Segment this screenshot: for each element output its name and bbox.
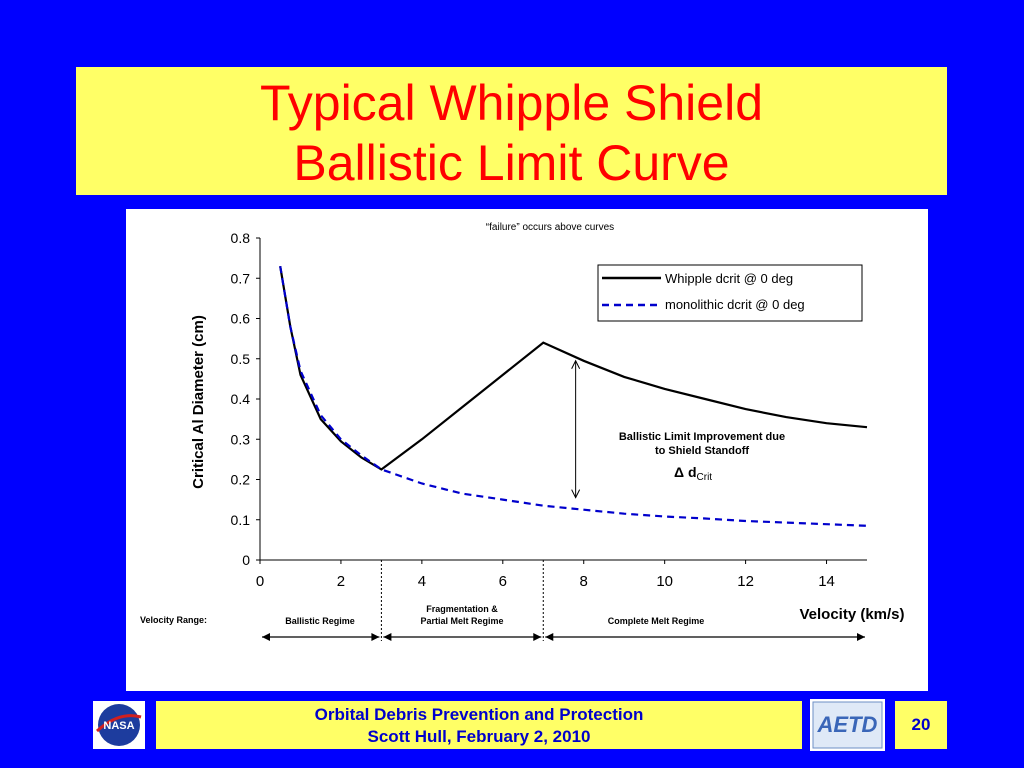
y-tick-label: 0.1 [231, 512, 251, 528]
regime-arrow-head-right [371, 633, 380, 641]
ballistic-limit-chart: “failure” occurs above curves Critical A… [140, 222, 905, 641]
y-tick-label: 0.6 [231, 311, 251, 327]
footer-caption: Orbital Debris Prevention and Protection… [156, 701, 802, 749]
chart-title: “failure” occurs above curves [486, 222, 614, 233]
regime-arrow-head-right [857, 633, 865, 641]
slide-title: Typical Whipple Shield Ballistic Limit C… [76, 67, 947, 195]
regime-arrow-head-left [262, 633, 270, 641]
nasa-logo-text: NASA [103, 720, 134, 732]
x-tick-label: 6 [499, 573, 507, 590]
chart-panel: “failure” occurs above curves Critical A… [126, 209, 928, 691]
annotation-delta-symbol: Δ d [674, 464, 697, 480]
annotation-arrow-head-bottom [571, 489, 581, 499]
footer-line1: Orbital Debris Prevention and Protection [314, 705, 644, 724]
aetd-logo: AETD [810, 699, 885, 751]
x-axis-label: Velocity (km/s) [799, 606, 904, 623]
legend-box [597, 264, 863, 322]
aetd-logo-icon: AETD [812, 701, 883, 749]
annotation-arrow-head-top [571, 359, 581, 369]
velocity-range-label: Velocity Range: [140, 615, 207, 625]
nasa-logo: NASA [93, 701, 145, 749]
slide-title-line1: Typical Whipple Shield [259, 75, 764, 131]
regime-complete-melt-label: Complete Melt Regime [608, 616, 705, 626]
x-tick-label: 0 [256, 573, 264, 590]
regime-arrow-head-left [383, 633, 392, 641]
legend-label-whipple: Whipple dcrit @ 0 deg [665, 271, 793, 286]
chart-dynamic-layer: 0 0.1 0.2 0.3 0.4 0.5 0.6 0.7 0.8 0 2 4 6 8 10 12 14 [231, 230, 868, 641]
series-whipple-line [279, 266, 868, 471]
page-number: 20 [895, 701, 947, 749]
x-tick-label: 8 [580, 573, 588, 590]
y-tick-label: 0.2 [231, 472, 251, 488]
legend-label-monolithic: monolithic dcrit @ 0 deg [665, 297, 805, 312]
annotation-delta: Δ dCrit [674, 464, 712, 483]
annotation-line1: Ballistic Limit Improvement due [619, 431, 785, 443]
y-tick-label: 0.7 [231, 270, 251, 286]
y-tick-label: 0.4 [231, 391, 251, 407]
x-tick-label: 14 [818, 573, 835, 590]
regime-arrow-head-right [533, 633, 542, 641]
footer-line2: Scott Hull, February 2, 2010 [367, 727, 591, 746]
y-axis-label: Critical Al Diameter (cm) [190, 315, 207, 489]
regime-partial-melt-label: Partial Melt Regime [420, 616, 503, 626]
y-tick-label: 0 [242, 552, 250, 568]
aetd-logo-text: AETD [817, 712, 878, 737]
y-tick-label: 0.8 [231, 230, 251, 246]
annotation-delta-subscript: Crit [697, 472, 713, 483]
x-tick-label: 10 [656, 573, 673, 590]
x-tick-label: 2 [337, 573, 345, 590]
regime-ballistic-label: Ballistic Regime [285, 616, 355, 626]
y-tick-label: 0.3 [231, 431, 251, 447]
annotation-line2: to Shield Standoff [655, 445, 749, 457]
y-tick-label: 0.5 [231, 351, 251, 367]
slide-title-line2: Ballistic Limit Curve [293, 135, 730, 191]
regime-fragmentation-label: Fragmentation & [426, 604, 498, 614]
nasa-logo-icon: NASA [95, 704, 142, 746]
x-tick-label: 12 [737, 573, 754, 590]
regime-arrow-head-left [545, 633, 554, 641]
x-tick-label: 4 [418, 573, 426, 590]
series-monolithic-line [279, 266, 868, 527]
